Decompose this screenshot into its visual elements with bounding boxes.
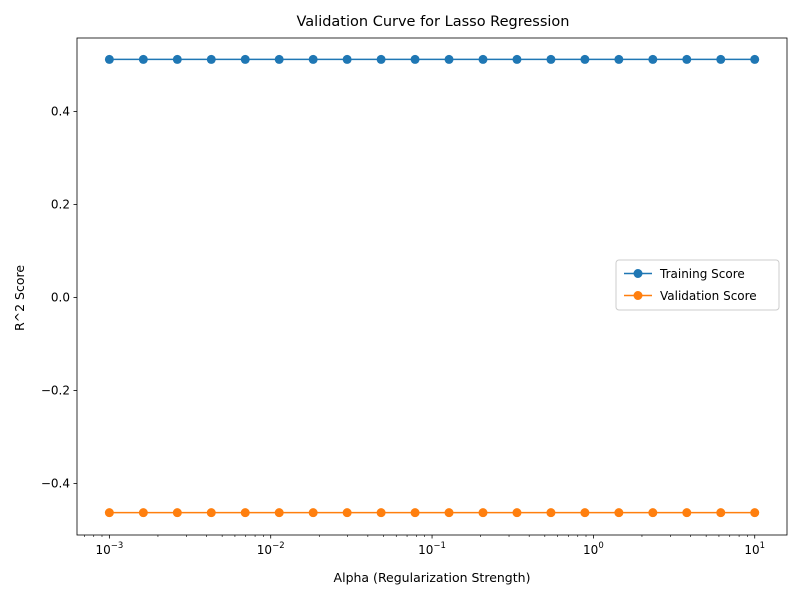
y-tick-label: −0.2: [41, 384, 70, 398]
data-point: [478, 54, 488, 64]
plot-area: [104, 54, 760, 518]
data-point: [546, 54, 556, 64]
legend-label: Training Score: [659, 267, 745, 281]
data-point: [444, 54, 454, 64]
y-tick-label: 0.0: [51, 291, 70, 305]
data-point: [342, 54, 352, 64]
y-axis-label: R^2 Score: [12, 265, 27, 331]
x-tick-base: 10: [257, 543, 272, 557]
x-tick-label: 10−3: [95, 541, 123, 557]
y-tick-label: 0.4: [51, 105, 70, 119]
x-tick-base: 10: [95, 543, 110, 557]
data-point: [444, 508, 454, 518]
data-point: [478, 508, 488, 518]
legend-entry: Training Score: [624, 267, 745, 281]
x-tick-exponent: −3: [111, 541, 124, 551]
data-point: [410, 508, 420, 518]
x-tick-base: 10: [418, 543, 433, 557]
data-point: [308, 54, 318, 64]
series-0: [104, 54, 760, 64]
data-point: [274, 54, 284, 64]
data-point: [648, 508, 658, 518]
data-point: [104, 54, 114, 64]
data-point: [240, 54, 250, 64]
legend-label: Validation Score: [660, 289, 757, 303]
data-point: [274, 508, 284, 518]
data-point: [546, 508, 556, 518]
legend-box: [615, 259, 780, 311]
x-tick-exponent: 0: [598, 541, 603, 551]
x-tick-exponent: 1: [760, 541, 765, 551]
data-point: [614, 54, 624, 64]
data-point: [172, 54, 182, 64]
data-point: [342, 508, 352, 518]
data-point: [104, 508, 114, 518]
data-point: [138, 508, 148, 518]
data-point: [172, 508, 182, 518]
legend: Training Score Validation Score: [615, 259, 780, 311]
series-1: [104, 508, 760, 518]
x-tick-label: 10−1: [418, 541, 446, 557]
data-point: [580, 508, 590, 518]
x-tick-label: 100: [583, 541, 604, 557]
data-point: [138, 54, 148, 64]
legend-marker: [633, 269, 643, 278]
data-point: [750, 508, 760, 518]
data-point: [376, 508, 386, 518]
data-point: [410, 54, 420, 64]
x-tick-exponent: −2: [272, 541, 285, 551]
chart-title: Validation Curve for Lasso Regression: [296, 14, 569, 30]
data-point: [750, 54, 760, 64]
x-tick-label: 10−2: [257, 541, 285, 557]
x-minor-ticks: [84, 535, 748, 537]
legend-entry: Validation Score: [624, 289, 757, 303]
data-point: [206, 508, 216, 518]
data-point: [512, 54, 522, 64]
y-tick-label: −0.4: [41, 477, 70, 491]
data-point: [308, 508, 318, 518]
data-point: [716, 508, 726, 518]
x-axis-label: Alpha (Regularization Strength): [334, 570, 531, 585]
data-point: [716, 54, 726, 64]
y-tick-label: 0.2: [51, 198, 70, 212]
data-point: [240, 508, 250, 518]
data-point: [682, 508, 692, 518]
data-point: [614, 508, 624, 518]
legend-marker: [633, 291, 643, 300]
data-point: [682, 54, 692, 64]
x-tick-label: 101: [744, 541, 765, 557]
x-tick-base: 10: [744, 543, 759, 557]
x-tick-base: 10: [583, 543, 598, 557]
data-point: [512, 508, 522, 518]
data-point: [648, 54, 658, 64]
data-point: [206, 54, 216, 64]
x-tick-exponent: −1: [433, 541, 446, 551]
data-point: [580, 54, 590, 64]
data-point: [376, 54, 386, 64]
axes: 10−3 10−2 10−1 100 101−0.4−0.20.00.20.4: [41, 37, 788, 557]
